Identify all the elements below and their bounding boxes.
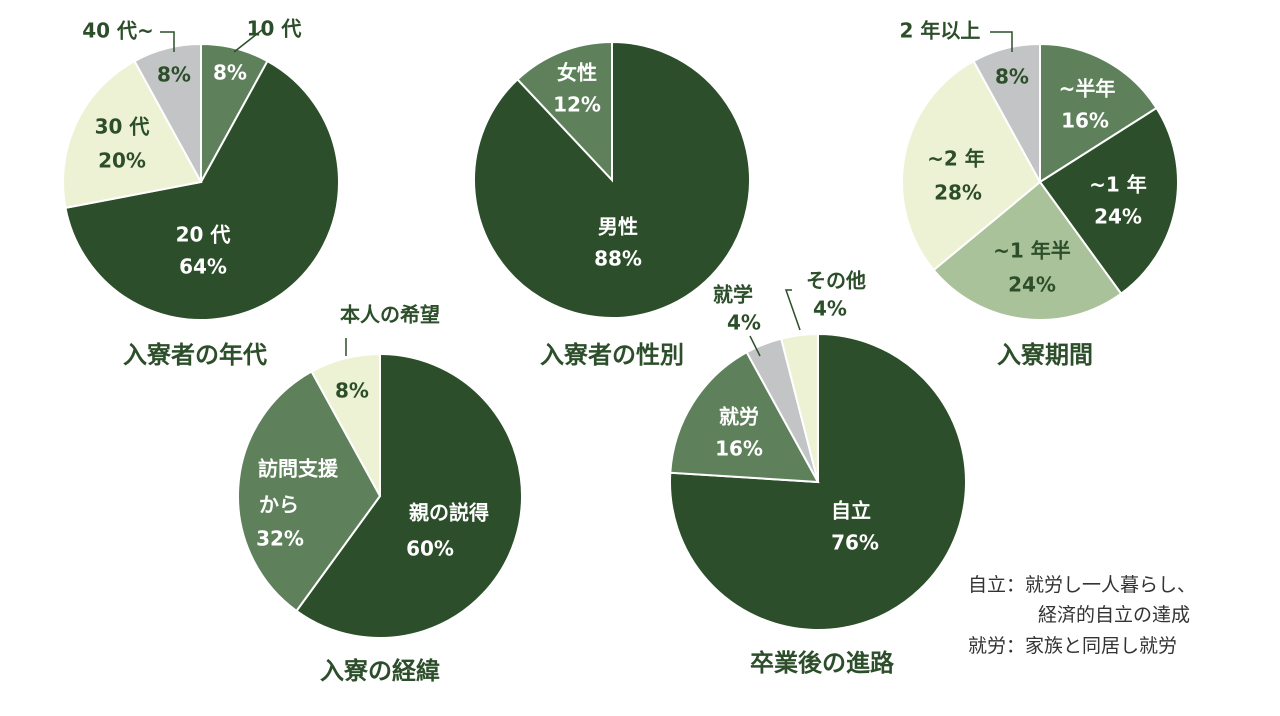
data-label: 8% [157, 63, 191, 87]
data-label: 8% [995, 65, 1029, 89]
pie-slice [310, 352, 381, 497]
slice-label: 2 年以上 [900, 19, 981, 43]
slice-label: 就学 [713, 283, 753, 307]
data-label: 12% [553, 93, 601, 117]
pie-slice [295, 352, 523, 639]
leader-line [160, 31, 175, 52]
chart-title: 卒業後の進路 [750, 649, 895, 677]
slice-label: 就労 [719, 405, 759, 429]
slice-label: 男性 [598, 215, 638, 239]
pie-slice [932, 180, 1123, 321]
definitions-note: 自立：就労し一人暮らし、 経済的自立の達成 就労：家族と同居し就労 [968, 570, 1268, 661]
leader-line [233, 29, 263, 53]
pie-slice [133, 42, 202, 183]
data-label: 16% [1061, 109, 1109, 133]
slice-label: ~2 年 [927, 147, 985, 171]
slice-label: 40 代~ [82, 19, 154, 43]
note-line-jiritsu: 自立：就労し一人暮らし、 [968, 574, 1197, 596]
slice-label: ~1 年半 [993, 239, 1071, 263]
chart-title: 入寮者の性別 [540, 341, 684, 369]
data-label: 8% [213, 61, 247, 85]
data-label: 76% [831, 531, 879, 555]
slice-label: ~半年 [1059, 77, 1116, 101]
slice-label: その他 [806, 269, 866, 293]
pie-slice [516, 40, 613, 183]
slice-label: 女性 [557, 61, 597, 85]
pie-chart-2: 男性 88% 女性 12% 入寮者の性別 [473, 40, 751, 369]
pie-slice [669, 350, 820, 484]
note-line-shuro: 就労：家族と同居し就労 [968, 634, 1178, 657]
data-label: 32% [256, 527, 304, 551]
slice-label: 自立 [831, 499, 871, 523]
pie-chart-5: 自立 76% 就労 16% 就学 4% その他 4% 卒業後の進路 [669, 269, 967, 677]
slice-label: 10 代 [247, 17, 302, 41]
pie-slice [901, 59, 1042, 272]
chart-title: 入寮者の年代 [123, 341, 267, 369]
data-label: 24% [1094, 205, 1142, 229]
pie-slice [972, 42, 1041, 183]
data-label: 4% [727, 311, 761, 335]
slice-label-cont: から [259, 493, 299, 517]
chart-title: 入寮期間 [997, 341, 1093, 369]
slice-label: 本人の希望 [340, 303, 440, 327]
slice-label: 訪問支援 [258, 457, 339, 481]
pie-chart-3: ~半年 16% ~1 年 24% ~1 年半 24% ~2 年 28% 2 年以上 8% 入寮期間 [900, 19, 1179, 369]
slice-label: 30 代 [95, 115, 150, 139]
data-label: 60% [406, 537, 454, 561]
pie-slice [1038, 106, 1179, 296]
leader-line [990, 31, 1013, 52]
leader-line [749, 335, 761, 357]
slice-label: ~1 年 [1089, 173, 1147, 197]
slice-label: 親の説得 [409, 501, 489, 525]
data-label: 64% [179, 255, 227, 279]
slice-label: 20 代 [176, 223, 231, 247]
pie-slice [1039, 42, 1158, 184]
pie-chart-1: 10 代8%20 代64%30 代20%40 代~8%入寮者の年代 [62, 17, 340, 369]
pie-slice [64, 59, 340, 321]
pie-slice [669, 332, 967, 631]
data-label: 24% [1008, 273, 1056, 297]
pie-slice [62, 59, 203, 210]
data-label: 8% [335, 379, 369, 403]
note-line-jiritsu-cont: 経済的自立の達成 [1038, 604, 1191, 627]
data-label: 4% [813, 297, 847, 321]
pie-slice [237, 370, 382, 613]
data-label: 88% [594, 247, 642, 271]
data-label: 20% [98, 149, 146, 173]
data-label: 28% [934, 181, 982, 205]
leader-line [784, 289, 801, 331]
chart-title: 入寮の経緯 [320, 657, 440, 685]
data-label: 16% [715, 437, 763, 461]
pie-slice [779, 332, 819, 483]
